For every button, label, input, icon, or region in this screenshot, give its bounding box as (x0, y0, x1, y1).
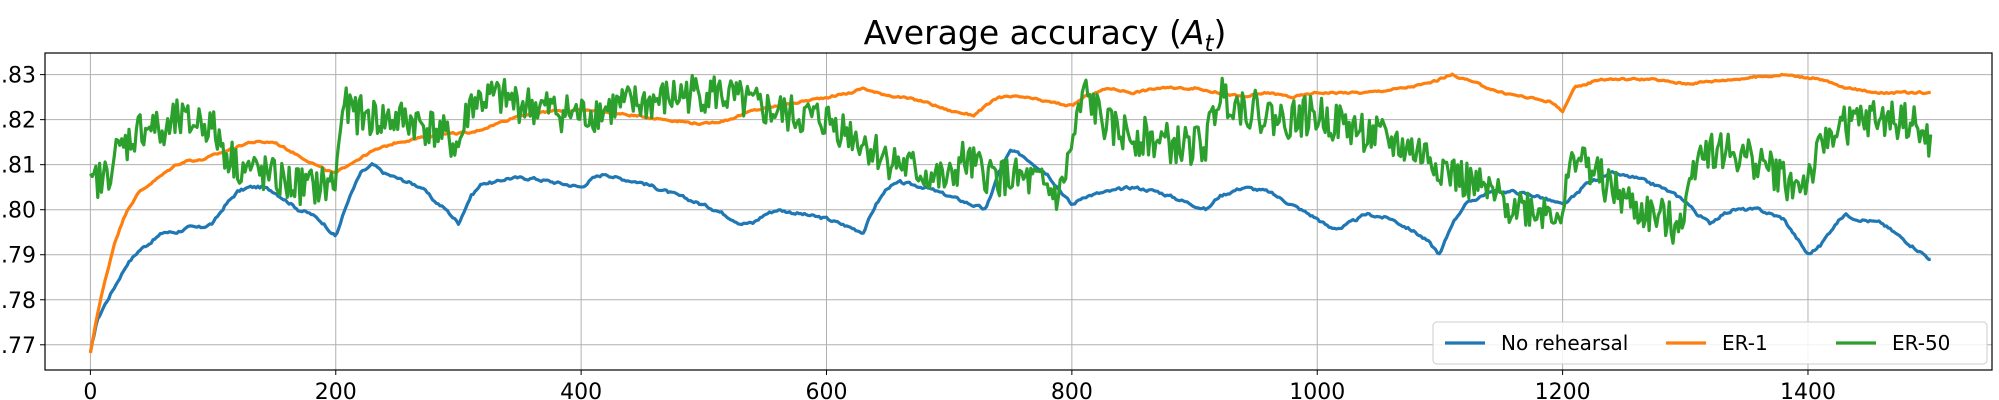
legend-label-1: ER-1 (1722, 331, 1768, 355)
y-tick-label: .83 (1, 64, 36, 89)
chart-title-text: Average accuracy ( (864, 13, 1182, 52)
legend-label-2: ER-50 (1892, 331, 1950, 355)
x-tick-label: 1400 (1780, 380, 1836, 400)
legend: No rehearsal ER-1 ER-50 (1432, 321, 1988, 365)
series-layer (88, 72, 1933, 354)
legend-label-0: No rehearsal (1501, 331, 1628, 355)
y-tick-label: .78 (1, 289, 36, 314)
chart-title: Average accuracy (At) (864, 13, 1227, 57)
series-line-0 (88, 148, 1931, 353)
chart-title-subscript: t (1204, 31, 1214, 57)
y-tick-label: .82 (1, 109, 36, 134)
x-tick-label: 200 (315, 380, 357, 400)
axes: 0 200 400 600 800 1000 1200 1400 .77 .78 .79 .80 .81… (1, 52, 1993, 400)
x-tick-label: 0 (83, 380, 97, 400)
x-tick-label: 600 (805, 380, 847, 400)
legend-box (1432, 321, 1988, 365)
plot-frame (44, 52, 1993, 371)
x-tick-label: 800 (1051, 380, 1093, 400)
series-line-1 (88, 72, 1932, 354)
chart-title-symbol: A (1180, 13, 1205, 52)
y-tick-label: .81 (1, 154, 36, 179)
y-tick-label: .77 (1, 334, 36, 359)
x-tick-label: 400 (560, 380, 602, 400)
x-tick-label: 1000 (1289, 380, 1345, 400)
y-tick-label: .79 (1, 244, 36, 269)
x-tick-label: 1200 (1535, 380, 1591, 400)
chart-title-suffix: ) (1214, 13, 1227, 52)
series-line-2 (89, 73, 1933, 245)
y-tick-label: .80 (1, 199, 36, 224)
